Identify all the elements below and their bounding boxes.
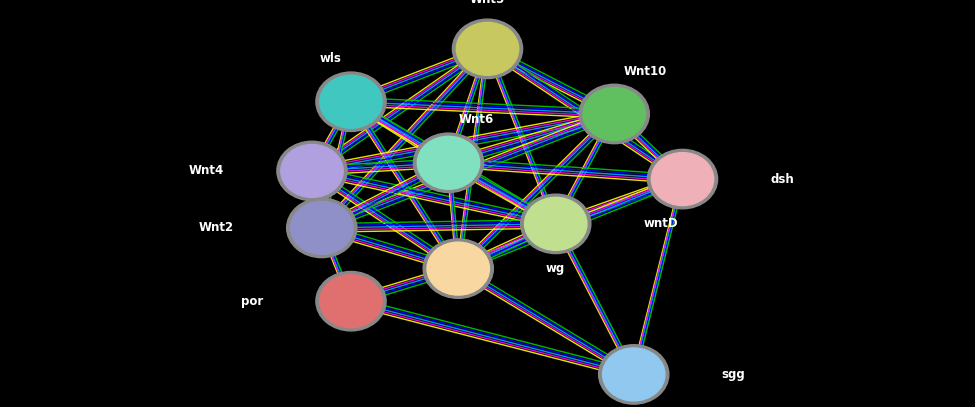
Ellipse shape bbox=[452, 19, 523, 79]
Ellipse shape bbox=[423, 239, 493, 298]
Ellipse shape bbox=[647, 149, 718, 209]
Text: wls: wls bbox=[320, 53, 341, 66]
Text: wntD: wntD bbox=[644, 217, 679, 230]
Ellipse shape bbox=[316, 271, 386, 331]
Text: Wnt2: Wnt2 bbox=[199, 221, 234, 234]
Ellipse shape bbox=[320, 75, 382, 128]
Ellipse shape bbox=[603, 348, 665, 401]
Ellipse shape bbox=[427, 242, 489, 295]
Ellipse shape bbox=[525, 197, 587, 250]
Ellipse shape bbox=[291, 201, 353, 254]
Ellipse shape bbox=[651, 153, 714, 206]
Ellipse shape bbox=[320, 275, 382, 328]
Text: Wnt4: Wnt4 bbox=[189, 164, 224, 177]
Ellipse shape bbox=[583, 88, 645, 140]
Text: por: por bbox=[241, 295, 263, 308]
Ellipse shape bbox=[579, 84, 649, 144]
Ellipse shape bbox=[521, 194, 591, 254]
Ellipse shape bbox=[599, 345, 669, 404]
Ellipse shape bbox=[277, 141, 347, 201]
Ellipse shape bbox=[281, 144, 343, 197]
Text: dsh: dsh bbox=[770, 173, 794, 186]
Text: Wnt5: Wnt5 bbox=[470, 0, 505, 6]
Ellipse shape bbox=[417, 136, 480, 189]
Text: Wnt10: Wnt10 bbox=[624, 65, 667, 78]
Text: Wnt6: Wnt6 bbox=[458, 114, 493, 127]
Ellipse shape bbox=[413, 133, 484, 193]
Text: sgg: sgg bbox=[722, 368, 745, 381]
Ellipse shape bbox=[316, 72, 386, 131]
Text: wg: wg bbox=[546, 262, 565, 275]
Ellipse shape bbox=[287, 198, 357, 258]
Ellipse shape bbox=[456, 22, 519, 75]
